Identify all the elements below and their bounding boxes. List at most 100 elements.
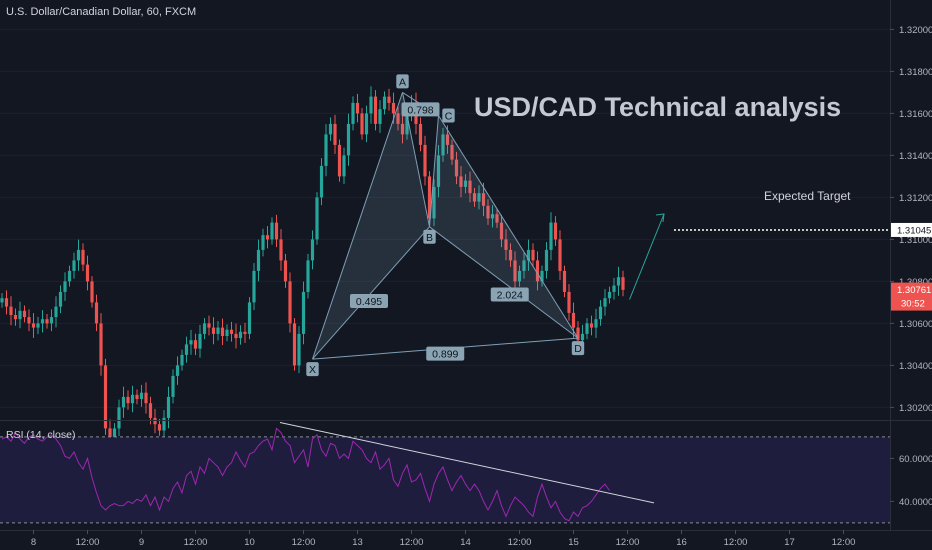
candle-body — [139, 392, 144, 399]
candle-body — [207, 323, 211, 328]
price-tick-label: 1.30400 — [899, 361, 932, 372]
time-tick-label: 12:00 — [724, 537, 748, 548]
candle-body — [18, 310, 22, 320]
price-tick-label: 1.30800 — [899, 277, 932, 288]
candle-body — [166, 396, 171, 418]
candle-body — [103, 365, 108, 429]
candle-body — [535, 260, 540, 282]
candle-body — [193, 340, 198, 349]
candle-body — [454, 159, 459, 177]
candle-body — [4, 298, 9, 307]
candle-body — [9, 306, 13, 315]
candle-body — [216, 327, 220, 334]
candle-body — [342, 155, 346, 177]
point-label-c-bg — [442, 108, 455, 123]
candle-body — [396, 113, 400, 124]
candle-body — [526, 249, 531, 261]
candle-body — [85, 264, 90, 282]
time-tick-label: 13 — [352, 537, 363, 548]
candle-body — [319, 165, 324, 198]
time-tick-label: 12:00 — [76, 537, 100, 548]
candle-body — [279, 239, 283, 261]
time-tick-label: 12:00 — [184, 537, 208, 548]
candle-body — [306, 260, 310, 292]
ratio-xd-bg — [426, 346, 465, 361]
grid-lines — [0, 28, 890, 408]
candle-body — [36, 323, 40, 328]
pattern-fill-bcd — [429, 115, 578, 339]
candle-body — [387, 96, 391, 103]
point-label-c: C — [445, 111, 453, 123]
candle-body — [243, 331, 247, 334]
candle-body — [76, 249, 81, 261]
candle-body — [589, 323, 594, 328]
candle-body — [54, 306, 58, 318]
rsi-trendline — [279, 422, 655, 504]
candle-body — [220, 327, 225, 336]
candle-body — [130, 394, 135, 404]
candle-body — [112, 428, 117, 439]
ratio-xb: 0.495 — [356, 296, 382, 308]
candle-body — [481, 193, 486, 206]
rsi-tick-label: 60.0000 — [899, 454, 932, 465]
candle-body — [490, 214, 495, 219]
candle-body — [585, 323, 589, 334]
candle-body — [468, 180, 472, 194]
candle-body — [463, 180, 468, 187]
projection-arrow-head — [655, 213, 665, 223]
candle-body — [288, 281, 292, 324]
candle-body — [135, 394, 139, 399]
ratio-xb-bg — [350, 293, 388, 308]
candle-body — [603, 298, 607, 307]
candle-body — [346, 123, 351, 156]
point-label-x-bg — [306, 362, 319, 377]
candle-body — [175, 365, 180, 376]
candle-body — [49, 317, 54, 324]
pattern-leg — [312, 226, 430, 360]
target-price-tag-bg — [891, 222, 932, 237]
candle-body — [580, 333, 585, 341]
candle-body — [108, 428, 112, 439]
candle-body — [121, 396, 126, 408]
candle-body — [153, 417, 157, 425]
candle-body — [99, 323, 103, 366]
time-tick-label: 15 — [568, 537, 579, 548]
candle-body — [225, 329, 229, 336]
candle-body — [333, 123, 337, 145]
time-tick-label: 17 — [784, 537, 795, 548]
last-price-tag: 1.30761 — [897, 285, 931, 296]
candle-body — [373, 96, 378, 124]
candle-body — [126, 396, 130, 404]
candle-body — [378, 109, 382, 124]
rsi-title: RSI (14, close) — [6, 429, 75, 441]
candle-body — [238, 331, 243, 339]
candle-body — [328, 123, 333, 135]
candle-body — [180, 354, 184, 366]
price-tick-label: 1.32000 — [899, 25, 932, 36]
candle-body — [81, 249, 85, 265]
candle-body — [72, 260, 76, 271]
price-tick-label: 1.31000 — [899, 235, 932, 246]
pattern-leg — [438, 115, 579, 339]
candle-body — [45, 319, 49, 324]
price-tick-label: 1.31400 — [899, 151, 932, 162]
candle-body — [171, 375, 175, 397]
target-price-tag: 1.31045 — [897, 225, 931, 236]
rsi-line — [1, 427, 610, 522]
candle-body — [531, 249, 535, 261]
harmonic-pattern: X A B C D 0.495 0.798 2.024 0.899 — [306, 74, 890, 377]
candle-body — [400, 123, 405, 135]
price-tick-label: 1.31600 — [899, 109, 932, 120]
price-tick-label: 1.31200 — [899, 193, 932, 204]
price-tick-label: 1.30200 — [899, 403, 932, 414]
candle-body — [270, 222, 274, 240]
ratio-ac-bg — [401, 102, 440, 117]
candle-body — [594, 319, 598, 328]
candle-body — [436, 155, 441, 187]
candle-body — [297, 333, 301, 366]
candle-body — [0, 298, 4, 303]
candle-body — [229, 329, 234, 334]
point-label-a-bg — [396, 74, 409, 89]
candle-body — [486, 205, 490, 219]
